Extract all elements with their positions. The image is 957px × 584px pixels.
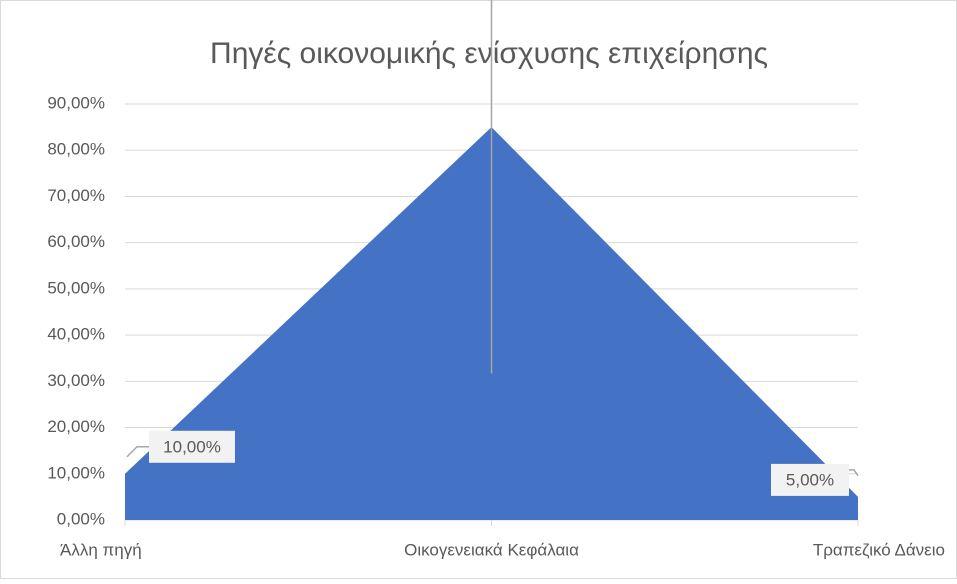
- chart-title: Πηγές οικονομικής ενίσχυσης επιχείρησης: [210, 37, 768, 70]
- leader-line: [849, 469, 859, 477]
- data-label: 5,00%: [786, 470, 834, 489]
- y-tick-label: 40,00%: [47, 325, 105, 344]
- y-tick-label: 10,00%: [47, 463, 105, 482]
- data-label-box: [149, 430, 235, 463]
- x-tick-label: Οικογενειακά Κεφάλαια: [404, 540, 579, 559]
- y-tick-label: 50,00%: [47, 278, 105, 297]
- y-tick-label: 90,00%: [47, 93, 105, 112]
- y-tick-label: 20,00%: [47, 417, 105, 436]
- y-tick-label: 70,00%: [47, 186, 105, 205]
- y-tick-label: 80,00%: [47, 140, 105, 159]
- data-label: 10,00%: [163, 437, 221, 456]
- y-tick-label: 0,00%: [57, 509, 105, 528]
- y-tick-label: 60,00%: [47, 232, 105, 251]
- leader-line: [126, 446, 149, 458]
- y-tick-label: 30,00%: [47, 371, 105, 390]
- x-tick-label: Τραπεζικό Δάνειο: [813, 540, 945, 559]
- x-tick-label: Άλλη πηγή: [60, 540, 142, 559]
- data-label-box: [771, 463, 849, 496]
